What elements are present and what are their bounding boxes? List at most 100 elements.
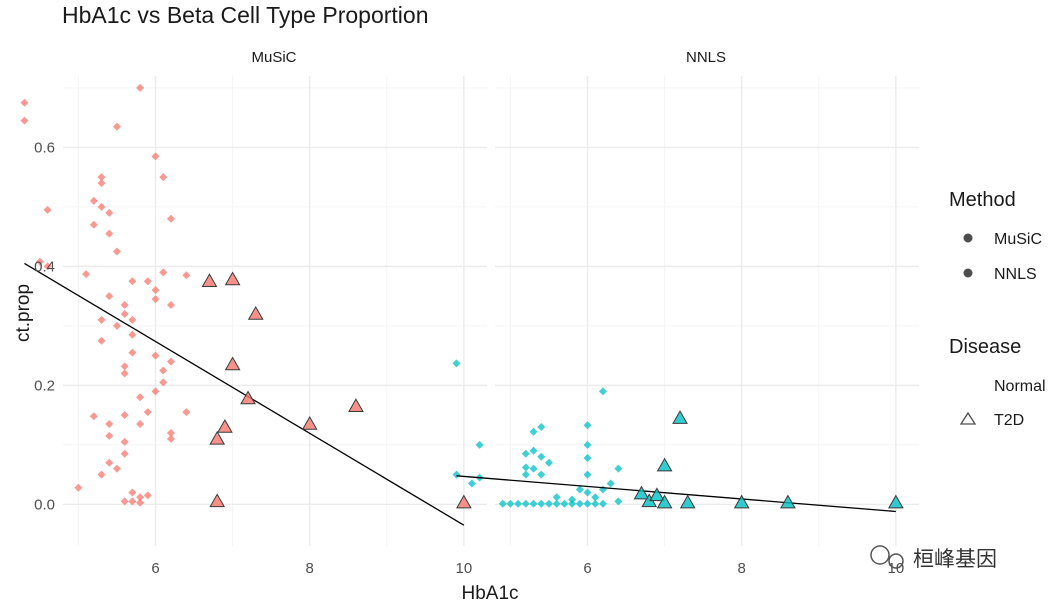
point-normal [166,214,175,223]
legend-disease-t2d-label: T2D [994,412,1024,429]
point-normal [514,499,523,508]
point-normal [537,423,546,432]
point-normal [97,470,106,479]
marks-nnls [452,359,904,513]
point-normal [136,393,145,402]
point-normal [105,292,114,301]
strip-label-music: MuSiC [251,49,296,66]
point-normal [498,499,507,508]
panel-music: MuSiC [20,49,487,546]
y-axis-ticks: 0.0 0.2 0.4 0.6 [34,139,55,513]
point-normal [151,295,160,304]
trend-line [24,262,465,526]
point-normal [544,499,553,508]
point-normal [182,408,191,417]
point-normal [521,499,530,508]
point-normal [105,208,114,217]
point-normal [136,420,145,429]
point-normal [598,485,607,494]
point-normal [120,497,129,506]
point-t2d [240,390,256,405]
point-t2d [633,485,650,500]
point-t2d [301,416,318,430]
point-normal [591,499,600,508]
point-normal [166,434,175,443]
point-normal [112,321,121,330]
grid-music [63,76,487,546]
point-normal [128,488,137,497]
point-normal [591,493,600,502]
point-t2d [209,430,226,445]
y-tick-label: 0.4 [34,258,55,275]
point-normal [112,464,121,473]
point-normal [544,458,553,467]
point-normal [120,301,129,310]
point-normal [128,315,137,324]
legend-disease-t2d-key [959,411,977,425]
point-normal [182,271,191,280]
point-normal [537,499,546,508]
x-tick-label: 6 [151,560,159,577]
point-normal [97,179,106,188]
point-normal [583,421,592,430]
point-normal [151,351,160,360]
point-normal [97,173,106,182]
point-normal [159,378,168,387]
point-t2d [672,410,688,424]
point-normal [120,362,129,371]
point-normal [467,479,476,488]
point-normal [614,464,623,473]
point-normal [89,220,98,229]
point-normal [105,431,114,440]
legend-method-music-key [963,233,973,243]
point-normal [521,449,530,458]
point-t2d [679,494,696,509]
x-axis-ticks: 6 8 10 6 8 10 [151,560,904,577]
strip-label-nnls: NNLS [686,49,726,66]
point-t2d [733,494,750,509]
x-tick-label: 10 [456,560,473,577]
y-axis-title: ct.prop [13,284,34,342]
point-t2d [224,356,241,371]
point-normal [529,427,538,436]
legend-method-nnls-key [963,268,973,278]
point-normal [120,309,129,318]
point-normal [166,357,175,366]
point-normal [568,499,577,508]
point-normal [89,412,98,421]
point-normal [136,498,145,507]
point-normal [128,330,137,339]
point-normal [537,452,546,461]
y-tick-label: 0.6 [34,139,55,156]
point-normal [583,453,592,462]
y-tick-label: 0.2 [34,377,55,394]
point-normal [120,437,129,446]
grid-nnls [495,76,919,546]
point-normal [552,493,561,502]
point-normal [105,458,114,467]
legend: Method MuSiC NNLS Disease Normal T2D [949,189,1046,429]
point-normal [583,440,592,449]
point-normal [575,485,584,494]
x-axis-title: HbA1c [461,583,518,604]
point-normal [82,270,91,279]
point-normal [159,173,168,182]
point-normal [151,286,160,295]
point-normal [166,301,175,310]
point-normal [506,499,515,508]
legend-disease-normal-label: Normal [994,378,1046,395]
point-normal [128,497,137,506]
chart-title: HbA1c vs Beta Cell Type Proportion [62,2,428,28]
point-normal [143,408,152,417]
point-normal [606,479,615,488]
point-normal [614,497,623,506]
point-t2d [780,494,796,509]
point-normal [97,202,106,211]
point-normal [143,491,152,500]
marks-music [20,83,472,526]
point-t2d [888,494,904,509]
point-normal [136,493,145,502]
point-normal [521,470,530,479]
point-t2d [649,487,665,502]
